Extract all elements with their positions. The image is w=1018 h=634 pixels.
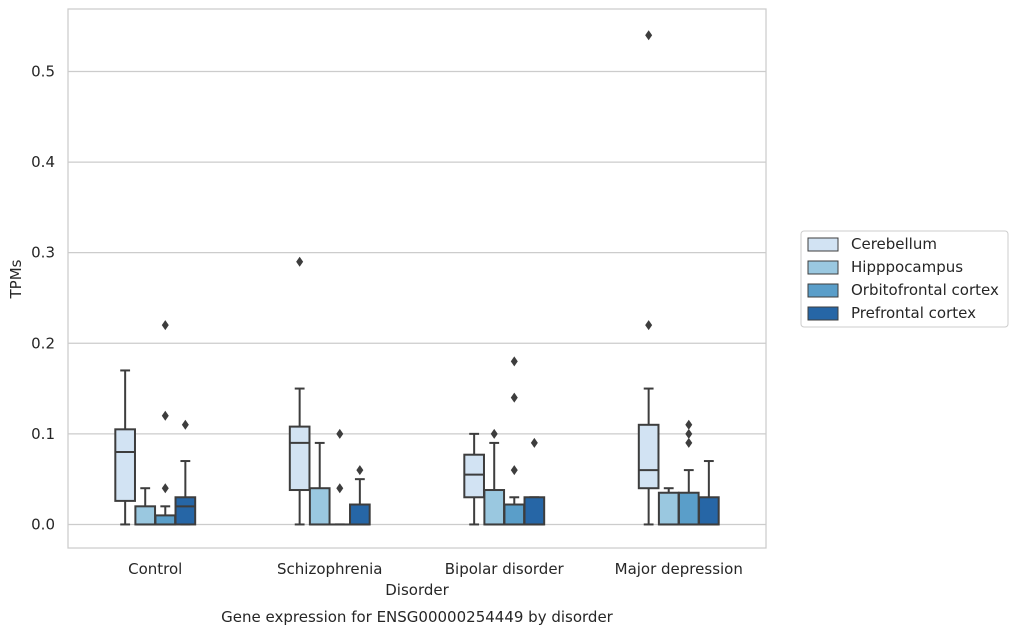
x-tick-label: Major depression <box>615 560 743 578</box>
y-tick-label: 0.0 <box>31 515 55 533</box>
box-body <box>134 505 157 526</box>
box-plot-item <box>483 428 506 526</box>
box-plot-item <box>174 419 197 526</box>
y-tick-label: 0.1 <box>31 425 55 443</box>
legend-swatch <box>807 237 839 252</box>
box-plot-item <box>463 432 485 526</box>
outlier-point <box>645 30 653 41</box>
outlier-point <box>336 483 344 494</box>
box-body <box>349 503 371 526</box>
box-body <box>288 425 311 492</box>
outlier-point <box>490 428 498 439</box>
box-plot-item <box>349 465 371 526</box>
box-plot-item <box>503 356 526 526</box>
x-tick-label: Schizophrenia <box>277 560 382 578</box>
legend-label: Hipppocampus <box>851 258 963 276</box>
legend-frame <box>800 230 1009 328</box>
outlier-point <box>685 419 693 430</box>
x-tick-label: Control <box>128 560 182 578</box>
box-plot-item <box>523 437 546 526</box>
box-plot-item <box>134 487 157 526</box>
outlier-point <box>336 428 344 439</box>
plot-frame <box>67 8 767 549</box>
y-tick-label: 0.5 <box>31 63 55 81</box>
legend: Cerebellum Hipppocampus Orbitofrontal cort… <box>800 230 1009 328</box>
legend-item: Prefrontal cortex <box>807 304 976 322</box>
legend-label: Prefrontal cortex <box>851 304 976 322</box>
box-plot-item <box>677 419 700 526</box>
y-tick-label: 0.4 <box>31 153 55 171</box>
y-tick-label: 0.2 <box>31 334 55 352</box>
legend-item: Orbitofrontal cortex <box>807 281 999 299</box>
box-body <box>657 491 680 526</box>
box-series <box>114 30 720 526</box>
box-plot-item <box>657 487 680 526</box>
box-plot-item <box>114 369 136 526</box>
box-series-hipppocampus <box>134 428 680 526</box>
box-series-orbitofrontal-cortex <box>154 320 700 526</box>
x-axis-ticks: Control Schizophrenia Bipolar disorder Majo… <box>128 560 743 578</box>
box-body <box>114 428 136 502</box>
outlier-point <box>181 419 189 430</box>
legend-swatch <box>807 283 839 298</box>
outlier-point <box>510 465 518 476</box>
chart-title: Gene expression for ENSG00000254449 by d… <box>221 608 614 626</box>
box-body <box>637 423 660 490</box>
box-body <box>483 489 506 526</box>
box-body <box>308 487 331 526</box>
legend-label: Cerebellum <box>851 235 937 253</box>
outlier-point <box>685 437 693 448</box>
box-body <box>154 514 177 526</box>
box-plot-item <box>154 320 177 526</box>
legend-swatch <box>807 306 839 321</box>
box-body <box>174 496 197 526</box>
outlier-point <box>530 437 538 448</box>
x-axis-label: Disorder <box>385 581 449 599</box>
box-plot-item <box>308 441 331 526</box>
y-axis-label: TPMs <box>7 259 25 299</box>
outlier-point <box>356 465 364 476</box>
box-series-cerebellum <box>114 30 660 526</box>
legend-item: Cerebellum <box>807 235 937 253</box>
y-axis-ticks: 0.0 0.1 0.2 0.3 0.4 0.5 <box>31 63 55 534</box>
legend-swatch <box>807 260 839 275</box>
plot-area <box>67 8 767 549</box>
y-tick-label: 0.3 <box>31 244 55 262</box>
box-body <box>523 496 546 526</box>
outlier-point <box>161 320 169 331</box>
outlier-point <box>645 320 653 331</box>
box-body <box>463 453 485 499</box>
box-body <box>503 503 526 526</box>
outlier-point <box>296 256 304 267</box>
box-plot-item <box>328 428 351 526</box>
outlier-point <box>510 392 518 403</box>
outlier-point <box>161 483 169 494</box>
x-tick-label: Bipolar disorder <box>445 560 565 578</box>
box-plot-item <box>637 30 660 526</box>
legend-item: Hipppocampus <box>807 258 963 276</box>
box-plot-item <box>698 460 720 526</box>
box-body <box>698 496 720 526</box>
box-plot-item <box>288 256 311 526</box>
legend-label: Orbitofrontal cortex <box>851 281 999 299</box>
outlier-point <box>510 356 518 367</box>
outlier-point <box>161 410 169 421</box>
box-series-prefrontal-cortex <box>174 419 720 526</box>
box-body <box>677 491 700 526</box>
outlier-point <box>685 428 693 439</box>
grid-lines <box>68 70 766 526</box>
